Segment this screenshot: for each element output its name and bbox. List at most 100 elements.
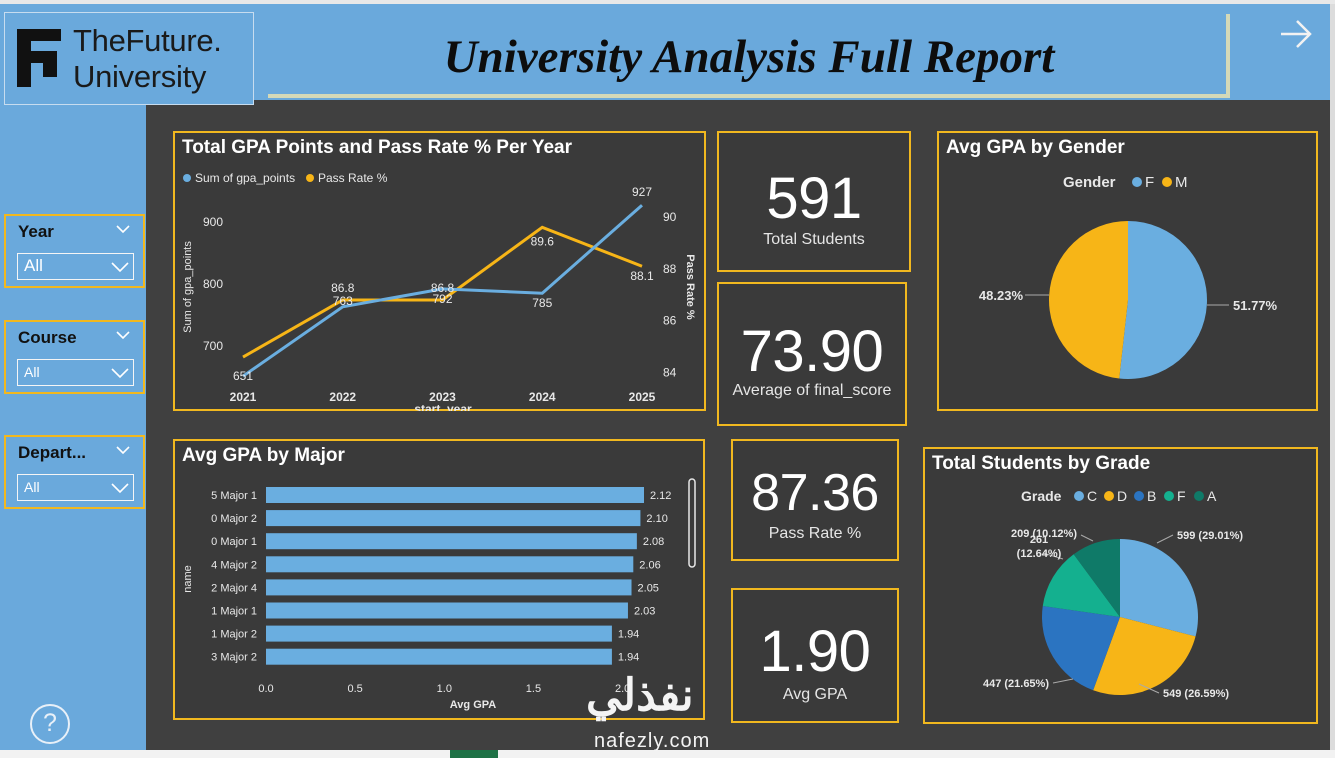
bar-chart[interactable]: 5 Major 1 2.12 0 Major 2 2.10 0 Major 1 2.08 4…	[175, 469, 703, 719]
data-label: 89.6	[531, 234, 555, 248]
y2-tick-label: 90	[663, 210, 677, 224]
gpa-by-gender-card[interactable]: Avg GPA by Gender Gender F M 51.77% 48.23%	[937, 131, 1318, 411]
grade-pie-chart[interactable]: Grade C D B F A 599 (29.01%) 549 (26.59%) 447 (2…	[925, 479, 1316, 724]
y2-tick-label: 86	[663, 314, 677, 328]
leader-line	[1156, 534, 1174, 544]
y2-axis-label: Pass Rate %	[684, 254, 696, 320]
report-title-banner: University Analysis Full Report	[268, 14, 1230, 98]
arrow-right-icon[interactable]	[1278, 16, 1314, 52]
y2-tick-label: 88	[663, 262, 677, 276]
category-label: 0 Major 2	[211, 513, 257, 525]
value-label: 2.10	[646, 513, 667, 525]
legend-label: A	[1207, 488, 1217, 504]
kpi-label: Total Students	[763, 231, 865, 248]
leader-line	[1080, 534, 1094, 542]
pie-slice	[1042, 606, 1120, 691]
slice-label: 209 (10.12%)	[1011, 528, 1077, 540]
data-label: 86.8	[431, 281, 455, 295]
series-line-gpa-points	[242, 204, 643, 378]
department-slicer[interactable]: Depart... All	[4, 435, 145, 509]
legend-label: F	[1145, 174, 1154, 191]
legend-label: M	[1175, 174, 1188, 191]
bar	[266, 579, 632, 596]
scroll-edge	[1330, 4, 1335, 750]
slice-label: 447 (21.65%)	[983, 678, 1049, 690]
legend-swatch	[1134, 491, 1144, 501]
category-label: 5 Major 1	[211, 490, 257, 502]
kpi-label: Avg GPA	[782, 686, 848, 703]
chart-title: Total Students by Grade	[932, 453, 1151, 474]
course-dropdown[interactable]: All	[17, 359, 134, 386]
dropdown-value: All	[24, 479, 40, 495]
kpi-total-students: 591 Total Students	[717, 131, 911, 272]
leader-line	[1052, 678, 1074, 684]
line-chart[interactable]: Sum of gpa_points Pass Rate % 700 800 900 84 8…	[175, 161, 704, 411]
legend-swatch	[1164, 491, 1174, 501]
gpa-pass-rate-card[interactable]: Total GPA Points and Pass Rate % Per Yea…	[173, 131, 706, 411]
bar	[266, 648, 612, 665]
year-dropdown[interactable]: All	[17, 253, 134, 280]
slicer-label: Depart...	[18, 443, 87, 462]
slice-label: 549 (26.59%)	[1163, 688, 1229, 700]
category-label: 0 Major 1	[211, 536, 257, 548]
x-tick-label: 2023	[429, 390, 456, 404]
bar	[266, 602, 628, 619]
value-label: 1.94	[618, 652, 639, 664]
x-tick-label: 1.0	[437, 683, 452, 695]
x-tick-label: 1.5	[526, 683, 541, 695]
y-axis-label: Sum of gpa_points	[182, 241, 194, 333]
data-label: 792	[432, 292, 452, 306]
pie-slice	[1048, 221, 1128, 379]
category-label: 2 Major 4	[211, 582, 257, 594]
logo-text-line2: University	[73, 59, 207, 94]
slice-label: 261	[1030, 534, 1048, 546]
watermark-arabic: نفذلي	[586, 671, 694, 720]
logo-text-line1: TheFuture.	[73, 23, 222, 58]
course-slicer[interactable]: Course All	[4, 320, 145, 394]
chevron-down-icon	[111, 262, 129, 273]
y-tick-label: 900	[203, 215, 223, 229]
bar	[266, 625, 612, 642]
legend-swatch	[1074, 491, 1084, 501]
series-line-pass-rate	[242, 225, 643, 359]
pie-slice	[1120, 539, 1198, 637]
legend-label: F	[1177, 488, 1186, 504]
gpa-by-major-card[interactable]: Avg GPA by Major 5 Major 1 2.12 0 Major 2 2…	[173, 439, 705, 720]
department-dropdown[interactable]: All	[17, 474, 134, 501]
slice-label: 599 (29.01%)	[1177, 530, 1243, 542]
y-tick-label: 700	[203, 339, 223, 353]
help-icon[interactable]: ?	[30, 704, 70, 744]
chevron-down-icon[interactable]	[116, 224, 130, 234]
gender-pie-chart[interactable]: Gender F M 51.77% 48.23%	[939, 163, 1316, 409]
legend-swatch	[1104, 491, 1114, 501]
students-by-grade-card[interactable]: Total Students by Grade Grade C D B F A 599 (2…	[923, 447, 1318, 724]
report-title: University Analysis Full Report	[443, 31, 1055, 83]
pie-slice	[1042, 554, 1120, 617]
chevron-down-icon[interactable]	[116, 330, 130, 340]
kpi-label: Average of final_score	[732, 382, 892, 399]
leader-line	[1138, 683, 1160, 694]
data-label: 88.1	[630, 269, 654, 283]
legend-label: D	[1117, 488, 1127, 504]
y-axis-label: name	[182, 565, 194, 593]
data-label: 785	[532, 296, 552, 310]
value-label: 2.12	[650, 490, 671, 502]
pie-slice	[1093, 617, 1196, 695]
slice-label: 51.77%	[1233, 298, 1278, 313]
legend-swatch	[183, 174, 191, 182]
value-label: 1.94	[618, 629, 639, 641]
legend-label: Pass Rate %	[318, 171, 388, 185]
legend-title: Grade	[1021, 488, 1062, 504]
value-label: 2.03	[634, 606, 655, 618]
legend-swatch	[1162, 177, 1172, 187]
kpi-value: 73.90	[740, 319, 884, 384]
kpi-pass-rate: 87.36 Pass Rate %	[731, 439, 899, 561]
y-tick-label: 800	[203, 277, 223, 291]
category-label: 3 Major 2	[211, 652, 257, 664]
chevron-down-icon[interactable]	[116, 445, 130, 455]
value-label: 2.06	[639, 559, 660, 571]
bottom-strip	[0, 750, 1335, 758]
slicer-label: Year	[18, 222, 54, 241]
year-slicer[interactable]: Year All	[4, 214, 145, 288]
x-axis-label: start_year	[414, 402, 472, 411]
